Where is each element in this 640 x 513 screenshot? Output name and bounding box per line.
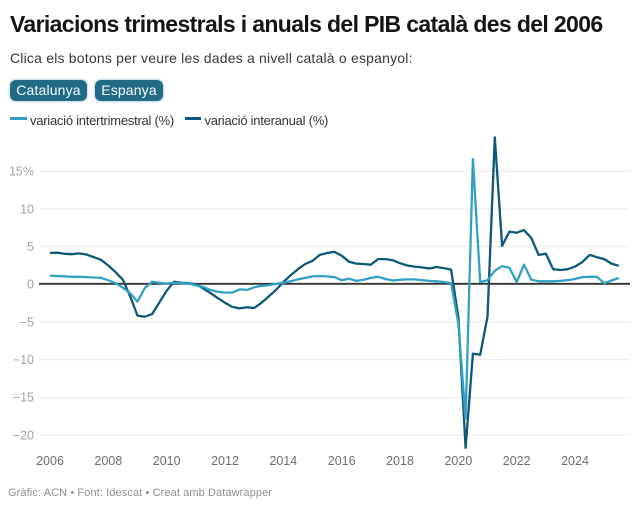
svg-text:0: 0	[27, 278, 34, 292]
svg-text:−20: −20	[13, 428, 34, 442]
svg-text:−15: −15	[13, 391, 34, 405]
svg-text:2006: 2006	[36, 454, 64, 468]
svg-text:10: 10	[20, 202, 34, 216]
svg-text:−10: −10	[13, 353, 34, 367]
svg-text:2014: 2014	[269, 454, 297, 468]
svg-text:2008: 2008	[94, 454, 122, 468]
svg-text:2010: 2010	[153, 454, 181, 468]
svg-text:2022: 2022	[503, 454, 531, 468]
svg-text:2020: 2020	[444, 454, 472, 468]
svg-text:5: 5	[27, 240, 34, 254]
svg-text:15%: 15%	[9, 165, 34, 179]
svg-text:2024: 2024	[561, 454, 589, 468]
svg-text:2018: 2018	[386, 454, 414, 468]
svg-text:2012: 2012	[211, 454, 239, 468]
svg-text:−5: −5	[20, 315, 34, 329]
svg-text:2016: 2016	[328, 454, 356, 468]
